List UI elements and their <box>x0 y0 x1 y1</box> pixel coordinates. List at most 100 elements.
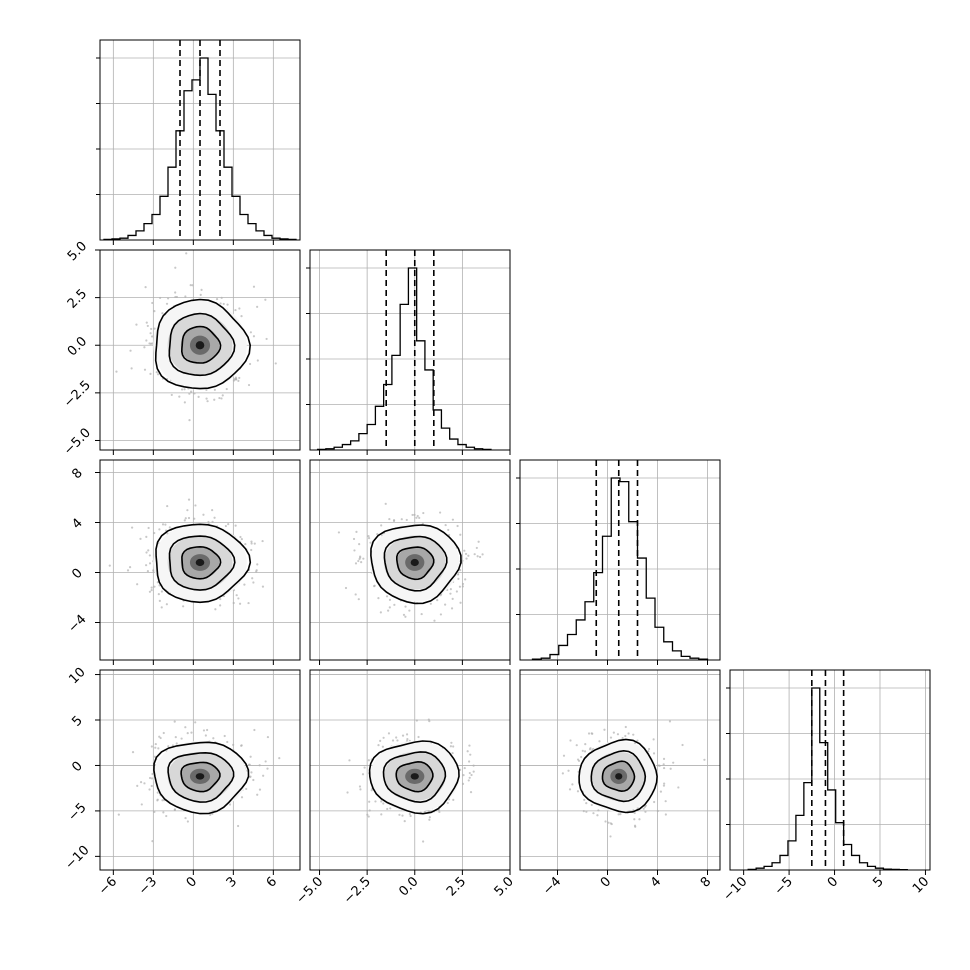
sample-point <box>607 821 610 824</box>
sample-point <box>222 302 225 306</box>
sample-point <box>427 718 430 721</box>
sample-point <box>145 339 148 342</box>
sample-point <box>450 741 453 744</box>
sample-point <box>145 321 148 324</box>
sample-point <box>148 590 152 593</box>
contour-level-2 <box>181 545 222 580</box>
sample-point <box>202 513 205 516</box>
sample-point <box>182 605 185 608</box>
density-level-4 <box>410 773 419 780</box>
sample-point <box>265 337 268 341</box>
sample-point <box>156 799 159 802</box>
contour-level-0 <box>155 523 252 604</box>
density-panel-3-2 <box>519 669 721 875</box>
sample-point <box>353 549 356 552</box>
sample-point <box>415 516 418 519</box>
x-tick-label: −6 <box>96 874 120 898</box>
panel-frame <box>309 249 511 451</box>
sample-point <box>149 372 152 375</box>
sample-point <box>174 291 177 294</box>
sample-point <box>468 760 471 763</box>
y-tick-label: −4 <box>65 612 89 636</box>
sample-point <box>205 397 208 400</box>
panel-content <box>100 250 300 450</box>
x-tick-label: −5.0 <box>293 874 326 907</box>
sample-point <box>444 523 447 527</box>
sample-point <box>204 734 207 737</box>
sample-point <box>190 731 193 734</box>
sample-point <box>429 602 432 605</box>
sample-point <box>145 535 148 538</box>
sample-point <box>200 288 203 291</box>
contour-level-2 <box>601 760 636 793</box>
x-tick-label: −10 <box>720 874 750 904</box>
sample-point <box>240 315 243 318</box>
x-tick-label: 5 <box>870 874 886 890</box>
sample-point <box>421 522 424 525</box>
sample-point <box>237 379 240 382</box>
sample-point <box>346 791 349 794</box>
sample-point <box>158 735 161 738</box>
sample-point <box>225 387 228 391</box>
sample-point <box>168 526 171 529</box>
sample-point <box>376 533 379 536</box>
sample-point <box>632 733 635 736</box>
sample-point <box>358 785 362 788</box>
sample-point <box>420 612 423 616</box>
sample-point <box>468 776 471 779</box>
sample-point <box>211 520 214 523</box>
sample-point <box>158 599 161 603</box>
sample-point <box>170 393 173 397</box>
sample-point <box>221 394 224 397</box>
sample-point <box>146 324 149 328</box>
sample-point <box>250 542 253 545</box>
x-tick-label: 8 <box>698 874 714 890</box>
sample-point <box>235 594 238 597</box>
sample-point <box>428 818 431 821</box>
sample-point <box>183 401 186 404</box>
sample-point <box>387 609 390 612</box>
sample-point <box>256 563 259 566</box>
sample-point <box>153 585 156 588</box>
sample-point <box>148 342 151 345</box>
sample-point <box>219 597 222 601</box>
sample-point <box>416 514 419 518</box>
sample-point <box>592 812 595 815</box>
y-tick-label: 0 <box>69 566 85 582</box>
histogram-panel-0 <box>96 39 301 245</box>
sample-point <box>452 798 455 801</box>
sample-point <box>148 776 152 780</box>
sample-point <box>148 562 152 565</box>
sample-point <box>380 813 383 816</box>
sample-point <box>597 809 600 812</box>
panel-content <box>100 460 300 660</box>
contour-level-1 <box>590 749 647 803</box>
sample-point <box>470 773 473 777</box>
sample-point <box>228 803 232 806</box>
sample-point <box>164 523 167 526</box>
sample-point <box>162 731 165 735</box>
sample-point <box>598 740 601 743</box>
sample-point <box>219 604 222 607</box>
sample-point <box>247 383 251 387</box>
sample-point <box>481 553 484 556</box>
y-tick-label: −2.5 <box>61 378 94 411</box>
histogram-step <box>316 267 492 451</box>
sample-point <box>422 511 425 515</box>
sample-point <box>240 744 243 747</box>
sample-point <box>240 796 244 799</box>
panel-content <box>100 670 300 870</box>
sample-point <box>261 539 264 543</box>
sample-point <box>128 566 132 569</box>
sample-point <box>368 809 371 812</box>
sample-point <box>662 763 665 766</box>
sample-point <box>449 745 452 748</box>
sample-point <box>244 542 247 546</box>
sample-point <box>220 397 223 400</box>
sample-point <box>136 784 139 787</box>
sample-point <box>213 398 216 401</box>
panel-frame <box>99 669 301 871</box>
sample-point <box>446 801 449 805</box>
panel-frame <box>519 459 721 661</box>
